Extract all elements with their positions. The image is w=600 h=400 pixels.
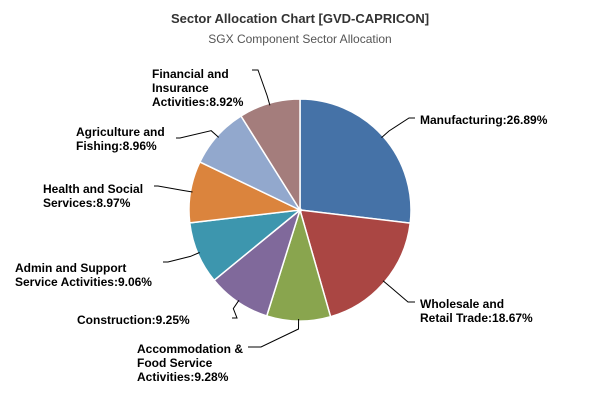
label-connector [176,130,220,139]
data-label-line: Activities:9.28% [137,370,229,384]
label-connector [252,69,271,106]
label-connectors [154,69,415,348]
data-label: Health and Social Services:8.97% [43,182,143,210]
data-label-line: Retail Trade:18.67% [420,311,533,325]
data-label: Wholesale and Retail Trade:18.67% [420,297,533,325]
data-label-line: Food Service [137,356,213,370]
data-label: Admin and Support Service Activities:9.06… [15,261,152,289]
data-label-line: Insurance [152,81,209,95]
data-label-line: Manufacturing:26.89% [420,113,548,127]
chart-title: Sector Allocation Chart [GVD-CAPRICON] [171,11,429,26]
label-connector [248,318,300,348]
data-label: Accommodation & Food Service Activities:9.… [137,342,243,384]
data-label-line: Admin and Support [15,261,126,275]
data-label-line: Financial and [152,67,229,81]
data-label: Agriculture and Fishing:8.96% [76,125,165,153]
data-label-line: Activities:8.92% [152,95,244,109]
pie-slice[interactable] [299,98,412,224]
data-label-line: Accommodation & [137,342,243,356]
data-label-line: Health and Social [43,182,143,196]
label-connector [232,300,240,319]
data-label: Financial and Insurance Activities:8.92% [152,67,244,109]
data-label-line: Service Activities:9.06% [15,275,152,289]
data-label-line: Fishing:8.96% [76,139,157,153]
data-label-line: Agriculture and [76,125,165,139]
label-connector [154,185,193,193]
data-label: Manufacturing:26.89% [420,113,548,127]
data-label-line: Construction:9.25% [77,313,190,327]
chart-subtitle: SGX Component Sector Allocation [208,32,391,46]
label-connector [382,280,415,303]
data-labels: Manufacturing:26.89% Wholesale and Retail … [15,67,548,384]
label-connector [163,252,200,263]
label-connector [381,117,415,138]
data-label-line: Services:8.97% [43,196,131,210]
data-label: Construction:9.25% [77,313,190,327]
pie-slices [188,98,412,322]
data-label-line: Wholesale and [420,297,504,311]
